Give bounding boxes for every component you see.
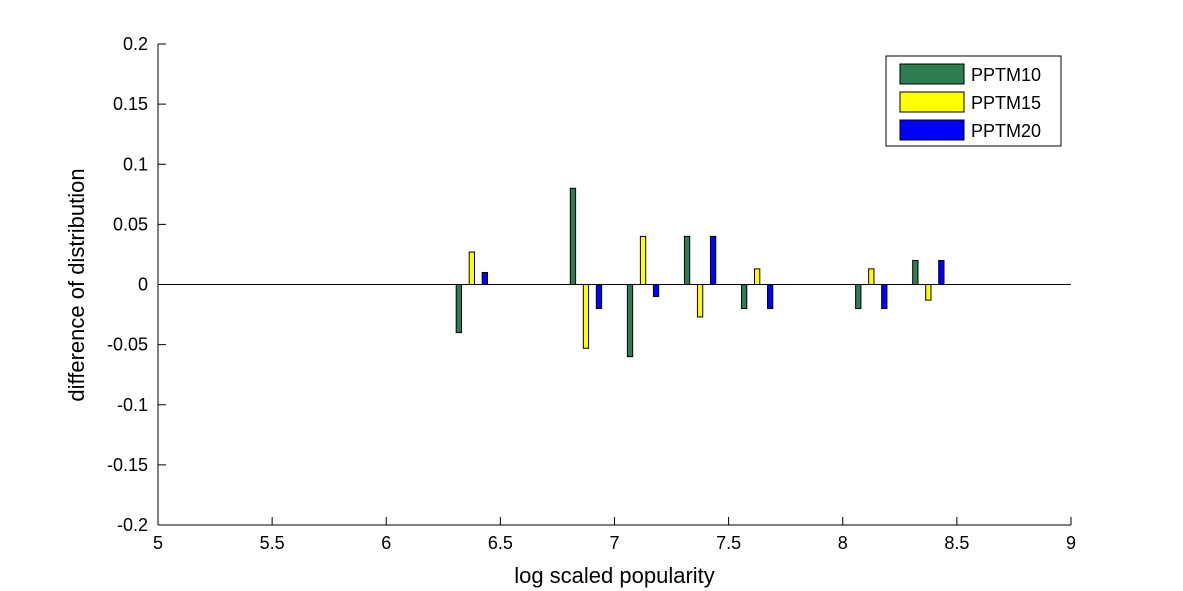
y-tick-label: -0.1	[117, 395, 148, 415]
bar-pptm10-3	[683, 235, 691, 285]
bar-pptm10-4	[740, 284, 748, 310]
y-tick-label: 0.1	[123, 154, 148, 174]
bar-pptm15-3	[696, 284, 704, 318]
bar-pptm10-6	[912, 259, 919, 286]
x-tick-label: 7	[609, 533, 619, 553]
legend-swatch-pptm20	[899, 119, 965, 141]
y-tick-label: -0.05	[107, 335, 148, 355]
bar-pptm15-6	[925, 284, 932, 301]
bar-pptm20-1	[595, 284, 603, 310]
x-tick-label: 9	[1066, 533, 1076, 553]
y-tick-label: 0.2	[123, 34, 148, 54]
bar-pptm10-5	[855, 284, 862, 310]
x-tick-label: 6	[381, 533, 391, 553]
legend-label-pptm15: PPTM15	[971, 93, 1041, 113]
y-tick-label: -0.2	[117, 515, 148, 535]
x-tick-label: 8.5	[944, 533, 969, 553]
x-tick-label: 7.5	[716, 533, 741, 553]
bar-pptm15-1	[582, 284, 590, 349]
bar-pptm15-4	[754, 268, 761, 285]
bar-pptm20-3	[709, 235, 717, 285]
x-axis-title: log scaled popularity	[514, 563, 715, 588]
legend-swatch-pptm15	[899, 91, 965, 113]
x-tick-label: 8	[838, 533, 848, 553]
legend-swatch-pptm10	[899, 63, 965, 85]
x-tick-label: 5.5	[260, 533, 285, 553]
x-tick-label: 6.5	[488, 533, 513, 553]
bar-pptm15-0	[468, 251, 475, 285]
legend-label-pptm20: PPTM20	[971, 121, 1041, 141]
bar-pptm20-6	[938, 259, 945, 286]
legend: PPTM10 PPTM15 PPTM20	[885, 55, 1062, 147]
y-tick-label: 0.05	[113, 214, 148, 234]
bar-pptm10-1	[569, 187, 577, 285]
bar-pptm10-2	[626, 284, 634, 358]
y-axis-title: difference of distribution	[64, 168, 89, 401]
y-tick-label: 0.15	[113, 94, 148, 114]
bar-pptm15-5	[868, 268, 875, 285]
bar-pptm20-0	[481, 271, 489, 286]
y-tick-label: 0	[138, 275, 148, 295]
x-tick-label: 5	[153, 533, 163, 553]
bar-pptm20-5	[881, 284, 888, 310]
bar-pptm20-4	[767, 284, 774, 310]
y-tick-label: -0.15	[107, 455, 148, 475]
bar-pptm10-0	[455, 284, 462, 334]
bar-pptm20-2	[652, 284, 660, 298]
legend-label-pptm10: PPTM10	[971, 65, 1041, 85]
ticks-group: 5 5.5 6 6.5 7 7.5 8 8.5 9 0.2 0.15 0.1 0.05 0 -0.05 -0.…	[107, 34, 1076, 553]
bar-pptm15-2	[639, 235, 647, 285]
